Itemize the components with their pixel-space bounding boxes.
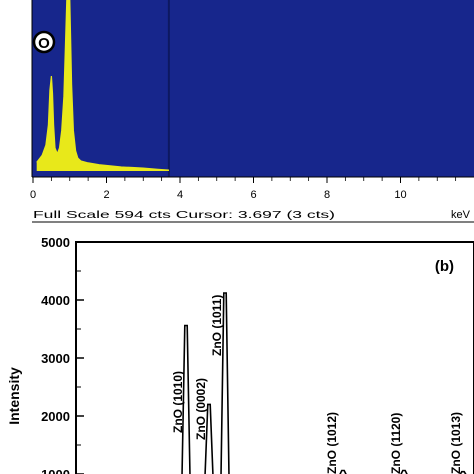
xrd-panel-label: (b) [435,258,454,275]
xrd-pattern-line [181,292,467,474]
eds-panel: O 0 2 4 6 8 10 keV Full Scale 594 cts Cursor:… [30,0,474,223]
xrd-plot-frame [75,241,474,474]
eds-x-tick-label: 6 [250,189,256,201]
xrd-peak-label: ZnO (1013) [449,412,463,474]
xrd-peak-label: ZnO (1011) [210,295,224,356]
element-marker-o: O [32,30,56,54]
eds-x-tick-label: 8 [324,189,330,201]
eds-x-ticks: 0 2 4 6 8 10 [30,177,457,201]
eds-plot-background [32,0,474,177]
eds-x-axis-label: keV [451,209,471,221]
eds-spectrum-line [36,0,169,171]
eds-x-tick-label: 2 [103,189,109,201]
xrd-y-tick-label: 2000 [41,409,70,424]
xrd-y-ticks: 1000 2000 3000 4000 5000 [41,235,84,474]
xrd-peak-label: ZnO (1120) [389,413,403,474]
element-label: O [38,35,50,52]
eds-status-text: Full Scale 594 cts Cursor: 3.697 (3 cts) [33,209,335,221]
xrd-y-tick-label: 4000 [41,293,70,308]
xrd-peak-label: ZnO (1010) [171,371,185,433]
xrd-panel: 1000 2000 3000 4000 5000 Intensity (b) ZnO (… [6,235,474,474]
xrd-y-tick-label: 3000 [41,351,70,366]
eds-spectrum-fill [36,0,169,171]
xrd-peak-label: ZnO (0002) [194,378,208,440]
eds-x-tick-label: 10 [394,189,406,201]
element-marker-circle [32,30,56,54]
eds-x-tick-label: 0 [30,189,36,201]
xrd-y-axis-label: Intensity [6,367,22,425]
xrd-peak-labels: ZnO (1010) ZnO (0002) ZnO (1011) ZnO (1012)… [171,295,463,474]
eds-baseline-band [33,171,474,177]
eds-x-tick-label: 4 [177,189,183,201]
xrd-y-tick-label: 1000 [41,467,70,474]
xrd-peak-label: ZnO (1012) [325,412,339,474]
xrd-y-tick-label: 5000 [41,235,70,250]
